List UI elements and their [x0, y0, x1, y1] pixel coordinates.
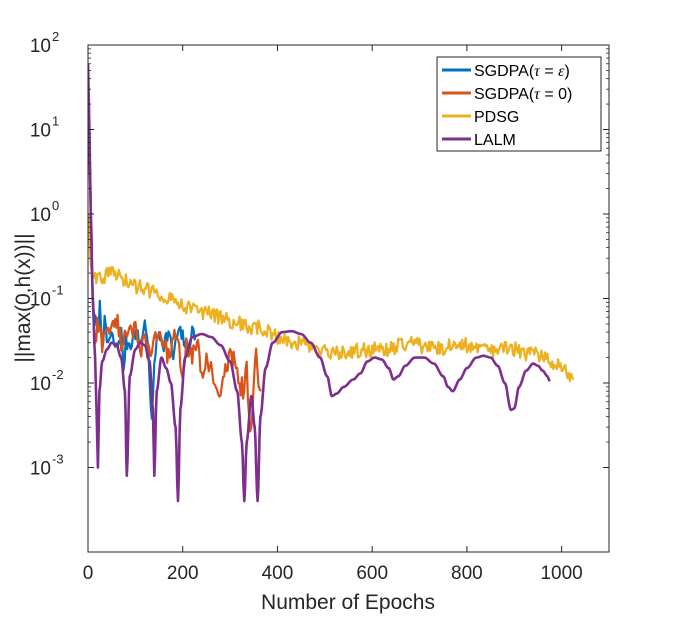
x-tick-label: 0 — [83, 563, 94, 584]
y-tick-label: 10 — [30, 374, 51, 395]
y-tick-label: 10 — [30, 459, 51, 480]
y-tick-exponent: 1 — [52, 114, 59, 129]
series-line-lalm — [88, 63, 551, 503]
legend-box — [436, 56, 602, 152]
x-tick-label: 800 — [451, 563, 483, 584]
y-tick-exponent: 0 — [52, 198, 59, 213]
y-tick-exponent: 2 — [52, 29, 59, 44]
y-tick-label: 10 — [30, 290, 51, 311]
y-tick-exponent: -1 — [52, 283, 64, 298]
legend-entry: SGDPA(τ = 0) — [474, 86, 572, 103]
x-tick-label: 600 — [356, 563, 388, 584]
x-axis-label: Number of Epochs — [261, 591, 435, 614]
legend: SGDPA(τ = ε) SGDPA(τ = 0) PDSG LALM — [436, 56, 602, 152]
legend-entry: LALM — [474, 132, 516, 149]
y-tick-exponent: -2 — [52, 367, 64, 382]
x-tick-label: 1000 — [540, 563, 582, 584]
legend-entry: SGDPA(τ = ε) — [474, 63, 570, 80]
y-tick-label: 10 — [30, 121, 51, 142]
y-tick-exponent: -3 — [52, 452, 64, 467]
series-layer — [88, 63, 575, 503]
legend-entry: PDSG — [474, 109, 519, 126]
y-tick-label: 10 — [30, 205, 51, 226]
y-axis-label: ||max(0,h(x))|| — [12, 233, 35, 362]
x-tick-label: 200 — [167, 563, 199, 584]
x-tick-label: 400 — [262, 563, 294, 584]
series-line-pdsg — [88, 213, 575, 383]
y-tick-label: 10 — [30, 36, 51, 57]
